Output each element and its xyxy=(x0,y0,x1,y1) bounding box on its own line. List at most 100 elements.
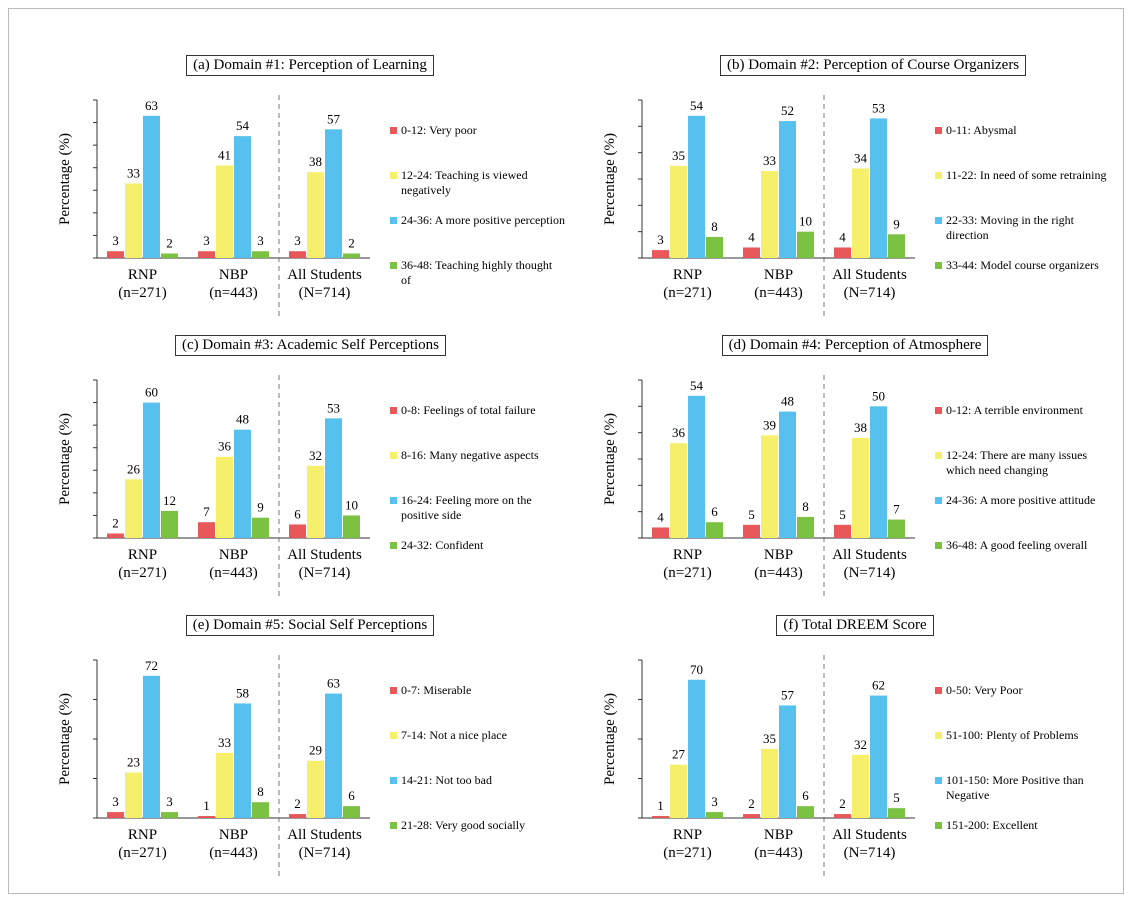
legend-swatch xyxy=(390,542,397,549)
y-axis-label: Percentage (%) xyxy=(602,413,618,505)
chart-title-box: (e) Domain #5: Social Self Perceptions xyxy=(175,615,445,636)
value-label: 2 xyxy=(748,796,755,811)
x-tick-label: RNP (n=271) xyxy=(118,827,167,861)
value-label: 12 xyxy=(163,493,176,508)
legend-entry: 24-36: A more positive perception xyxy=(390,213,565,228)
bar xyxy=(852,437,869,538)
legend-entry: 0-12: A terrible environment xyxy=(935,403,1110,418)
bar xyxy=(870,406,887,538)
legend-swatch xyxy=(935,452,942,459)
bar xyxy=(325,693,342,818)
legend-swatch xyxy=(390,497,397,504)
legend-swatch xyxy=(390,452,397,459)
value-label: 2 xyxy=(348,235,355,250)
legend-entry: 36-48: Teaching highly thought of xyxy=(390,258,565,288)
value-label: 57 xyxy=(327,111,341,126)
legend-entry: 16-24: Feeling more on the positive side xyxy=(390,493,565,523)
legend-label: 0-12: Very poor xyxy=(401,123,477,137)
x-tick-label: RNP (n=271) xyxy=(118,547,167,581)
bar xyxy=(888,808,905,818)
legend-swatch xyxy=(390,407,397,414)
value-label: 35 xyxy=(672,148,685,163)
bar xyxy=(834,814,851,818)
value-label: 58 xyxy=(236,685,249,700)
bar xyxy=(143,675,160,818)
legend-entry: 24-32: Confident xyxy=(390,538,565,553)
bar xyxy=(307,172,324,258)
value-label: 3 xyxy=(166,794,173,809)
x-tick-label: NBP (n=443) xyxy=(754,547,803,581)
bar xyxy=(888,519,905,538)
bar xyxy=(343,253,360,258)
legend-entry: 33-44: Model course organizers xyxy=(935,258,1110,273)
legend-swatch xyxy=(935,497,942,504)
bar xyxy=(343,806,360,818)
x-tick-label: NBP (n=443) xyxy=(209,267,258,301)
value-label: 8 xyxy=(711,219,718,234)
legend-swatch xyxy=(935,732,942,739)
chart-title: (e) Domain #5: Social Self Perceptions xyxy=(185,615,435,636)
legend-entry: 51-100: Plenty of Problems xyxy=(935,728,1110,743)
panel: Percentage (%) 2 7 6 26 36 32 60 48 53 12 9 10 (c) Do… xyxy=(45,335,585,610)
value-label: 5 xyxy=(893,790,900,805)
bar xyxy=(161,510,178,538)
legend-entry: 11-22: In need of some retraining xyxy=(935,168,1110,183)
bar xyxy=(125,772,142,818)
x-tick-label: RNP (n=271) xyxy=(663,547,712,581)
value-label: 35 xyxy=(763,731,776,746)
legend-label: 0-8: Feelings of total failure xyxy=(401,403,536,417)
x-tick-label: RNP (n=271) xyxy=(118,267,167,301)
legend-swatch xyxy=(935,262,942,269)
bar xyxy=(325,418,342,538)
value-label: 6 xyxy=(802,788,809,803)
bar xyxy=(107,251,124,258)
bar xyxy=(107,812,124,818)
value-label: 33 xyxy=(763,153,776,168)
chart-title-box: (d) Domain #4: Perception of Atmosphere xyxy=(720,335,990,356)
value-label: 32 xyxy=(854,737,867,752)
legend-swatch xyxy=(390,172,397,179)
legend-label: 36-48: Teaching highly thought of xyxy=(401,258,553,287)
y-axis-label: Percentage (%) xyxy=(602,693,618,785)
bar xyxy=(652,250,669,258)
legend-label: 0-11: Abysmal xyxy=(946,123,1017,137)
legend-swatch xyxy=(390,732,397,739)
value-label: 27 xyxy=(672,747,686,762)
legend-label: 51-100: Plenty of Problems xyxy=(946,728,1079,742)
bar xyxy=(670,165,687,258)
value-label: 5 xyxy=(839,507,846,522)
value-label: 32 xyxy=(309,448,322,463)
bar xyxy=(161,812,178,818)
chart-title: (b) Domain #2: Perception of Course Orga… xyxy=(720,55,1027,76)
chart: Percentage (%) 1 2 2 27 35 32 70 57 62 3 6 5 xyxy=(602,655,915,878)
bar xyxy=(234,703,251,818)
legend-label: 24-36: A more positive attitude xyxy=(946,493,1096,507)
legend-entry: 101-150: More Positive than Negative xyxy=(935,773,1110,803)
legend-entry: 24-36: A more positive attitude xyxy=(935,493,1110,508)
value-label: 53 xyxy=(872,100,885,115)
bar xyxy=(289,524,306,538)
value-label: 3 xyxy=(657,232,664,247)
legend-entry: 21-28: Very good socially xyxy=(390,818,565,833)
frame xyxy=(8,8,1124,894)
bar xyxy=(125,479,142,538)
x-tick-label: NBP (n=443) xyxy=(754,827,803,861)
value-label: 9 xyxy=(893,216,900,231)
bar xyxy=(289,814,306,818)
bar xyxy=(252,802,269,818)
legend-label: 33-44: Model course organizers xyxy=(946,258,1099,272)
bar xyxy=(870,118,887,258)
x-tick-label: All Students (N=714) xyxy=(832,267,907,301)
y-axis-label: Percentage (%) xyxy=(57,133,73,225)
bar xyxy=(652,527,669,538)
value-label: 53 xyxy=(327,400,340,415)
value-label: 7 xyxy=(203,504,210,519)
legend-swatch xyxy=(390,777,397,784)
legend-entry: 151-200: Excellent xyxy=(935,818,1110,833)
value-label: 39 xyxy=(763,417,776,432)
bar xyxy=(797,806,814,818)
chart-title: (d) Domain #4: Perception of Atmosphere xyxy=(721,335,989,356)
value-label: 4 xyxy=(748,229,755,244)
x-tick-label: All Students (N=714) xyxy=(287,547,362,581)
